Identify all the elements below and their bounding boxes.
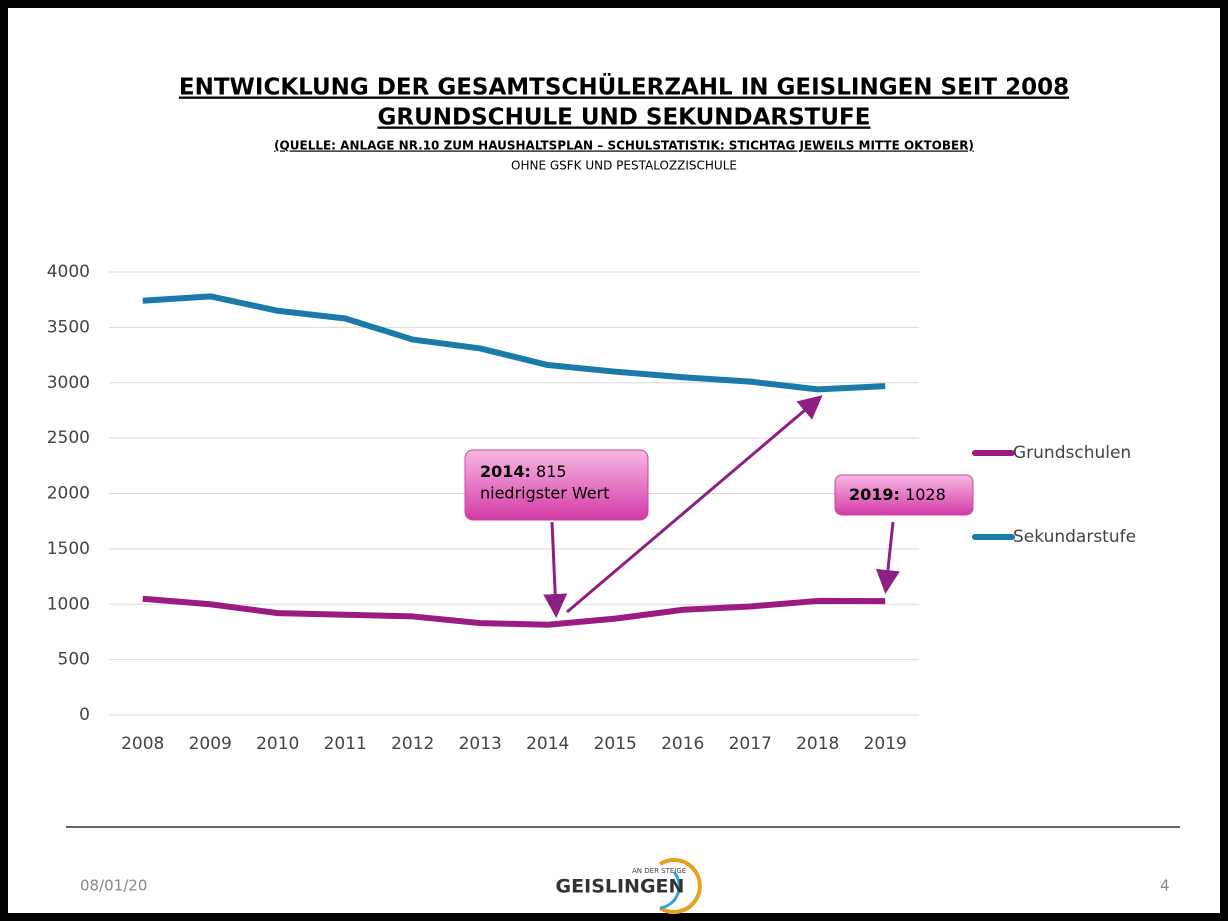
legend-label: Sekundarstufe [1013, 527, 1136, 547]
x-tick-label: 2017 [729, 734, 772, 754]
arrow [543, 521, 568, 618]
x-tick-label: 2018 [796, 734, 839, 754]
x-tick-label: 2010 [256, 734, 299, 754]
plot: 0 500 1000 1500 2000 2500 3000 3500 4000 2008 2009… [47, 262, 1136, 754]
source: (QUELLE: ANLAGE NR.10 ZUM HAUSHALTSPLAN … [274, 139, 974, 153]
logo: GEISLINGEN [556, 876, 685, 898]
annotation-note: niedrigster Wert [480, 484, 609, 503]
x-tick-label: 2011 [324, 734, 367, 754]
logo-arc [659, 871, 681, 910]
x-tick-label: 2016 [661, 734, 704, 754]
x-tick-label: 2019 [864, 734, 907, 754]
page-number: 4 [1160, 877, 1170, 895]
x-tick-label: 2015 [594, 734, 637, 754]
series-line [142, 595, 886, 628]
x-tick-label: 2012 [391, 734, 434, 754]
annotation-text: 1028 [905, 485, 946, 504]
y-tick-label: 1500 [47, 539, 90, 559]
x-tick-label: 2014 [526, 734, 569, 754]
x-tick-label: 2008 [121, 734, 164, 754]
series-line [142, 293, 886, 393]
note: OHNE GSFK UND PESTALOZZISCHULE [511, 159, 737, 173]
annotation-label: 2019: [849, 485, 900, 504]
y-tick-label: 0 [79, 705, 90, 725]
logo-arc [658, 858, 702, 914]
title: ENTWICKLUNG DER GESAMTSCHÜLERZAHL IN GEI… [179, 73, 1069, 101]
logo-top: AN DER STEIGE [632, 867, 686, 875]
x-tick-label: 2009 [189, 734, 232, 754]
y-tick-label: 2500 [47, 428, 90, 448]
annotation-box [834, 474, 974, 516]
footer-date: 08/01/20 [80, 877, 147, 895]
x-tick-label: 2013 [459, 734, 502, 754]
y-tick-label: 2000 [47, 484, 90, 504]
legend-label: Grundschulen [1013, 443, 1131, 463]
annotation: 2019: 1028 [849, 485, 946, 504]
y-tick-label: 500 [58, 650, 90, 670]
annotation-box [464, 449, 649, 521]
y-tick-label: 3500 [47, 317, 90, 337]
arrow [875, 521, 900, 594]
arrow [566, 395, 823, 614]
annotation: 2014: 815 [480, 462, 567, 481]
annotation-text: 815 [536, 462, 567, 481]
y-tick-label: 1000 [47, 594, 90, 614]
subtitle: GRUNDSCHULE UND SEKUNDARSTUFE [378, 105, 871, 131]
annotation-label: 2014: [480, 462, 531, 481]
y-tick-label: 4000 [47, 262, 90, 282]
y-tick-label: 3000 [47, 373, 90, 393]
